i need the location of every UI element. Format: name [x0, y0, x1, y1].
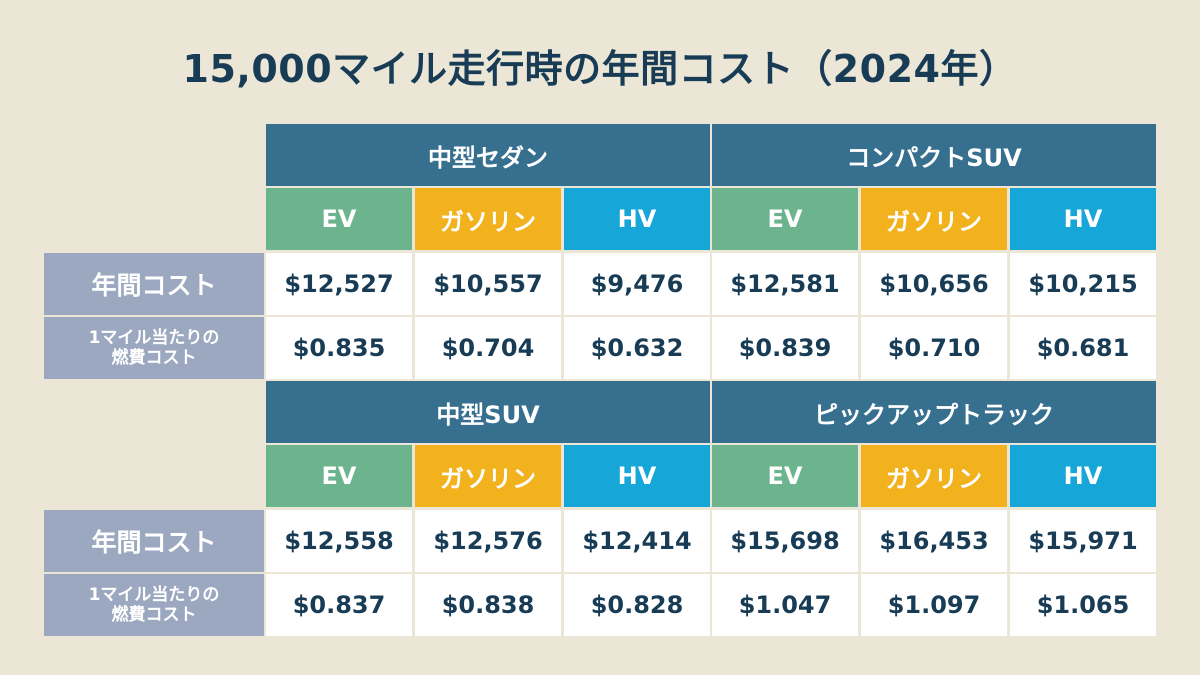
fuel-header-gasoline: ガソリン [415, 445, 561, 507]
annual-cost-cell: $12,581 [712, 253, 858, 315]
row-label-per-mile-line2: 燃費コスト [111, 348, 197, 368]
fuel-header-ev: EV [712, 445, 858, 507]
annual-cost-cell: $12,527 [266, 253, 412, 315]
annual-cost-cell: $10,656 [861, 253, 1007, 315]
fuel-header-ev: EV [266, 188, 412, 250]
fuel-header-hv: HV [1010, 445, 1156, 507]
per-mile-cost-cell: $0.839 [712, 317, 858, 379]
fuel-header-gasoline: ガソリン [861, 188, 1007, 250]
per-mile-cost-cell: $0.681 [1010, 317, 1156, 379]
per-mile-cost-cell: $0.710 [861, 317, 1007, 379]
per-mile-cost-cell: $0.828 [564, 574, 710, 636]
page-title: 15,000マイル走行時の年間コスト（2024年） [182, 47, 1018, 91]
row-label-annual-cost: 年間コスト [44, 510, 264, 572]
fuel-header-gasoline: ガソリン [415, 188, 561, 250]
row-label-per-mile-cost: 1マイル当たりの 燃費コスト [44, 574, 264, 636]
annual-cost-cell: $9,476 [564, 253, 710, 315]
fuel-header-hv: HV [564, 445, 710, 507]
per-mile-cost-cell: $0.835 [266, 317, 412, 379]
row-label-per-mile-line2: 燃費コスト [111, 605, 197, 625]
vehicle-header-midsize-sedan: 中型セダン [266, 124, 710, 186]
cost-comparison-table: 中型セダン コンパクトSUV EV ガソリン HV EV ガソリン HV 年間コ… [44, 124, 1156, 636]
per-mile-cost-cell: $0.837 [266, 574, 412, 636]
per-mile-cost-cell: $1.065 [1010, 574, 1156, 636]
vehicle-header-compact-suv: コンパクトSUV [712, 124, 1156, 186]
row-label-annual-cost: 年間コスト [44, 253, 264, 315]
vehicle-header-pickup-truck: ピックアップトラック [712, 381, 1156, 443]
per-mile-cost-cell: $1.097 [861, 574, 1007, 636]
annual-cost-cell: $12,576 [415, 510, 561, 572]
annual-cost-cell: $16,453 [861, 510, 1007, 572]
fuel-header-hv: HV [564, 188, 710, 250]
row-label-per-mile-line1: 1マイル当たりの [88, 327, 220, 348]
annual-cost-cell: $12,558 [266, 510, 412, 572]
per-mile-cost-cell: $0.838 [415, 574, 561, 636]
fuel-header-gasoline: ガソリン [861, 445, 1007, 507]
annual-cost-cell: $10,215 [1010, 253, 1156, 315]
annual-cost-cell: $15,698 [712, 510, 858, 572]
per-mile-cost-cell: $0.632 [564, 317, 710, 379]
fuel-header-hv: HV [1010, 188, 1156, 250]
per-mile-cost-cell: $0.704 [415, 317, 561, 379]
row-label-per-mile-cost: 1マイル当たりの 燃費コスト [44, 317, 264, 379]
vehicle-header-midsize-suv: 中型SUV [266, 381, 710, 443]
fuel-header-ev: EV [712, 188, 858, 250]
fuel-header-ev: EV [266, 445, 412, 507]
row-label-per-mile-line1: 1マイル当たりの [88, 584, 220, 605]
annual-cost-cell: $10,557 [415, 253, 561, 315]
annual-cost-cell: $15,971 [1010, 510, 1156, 572]
annual-cost-cell: $12,414 [564, 510, 710, 572]
per-mile-cost-cell: $1.047 [712, 574, 858, 636]
